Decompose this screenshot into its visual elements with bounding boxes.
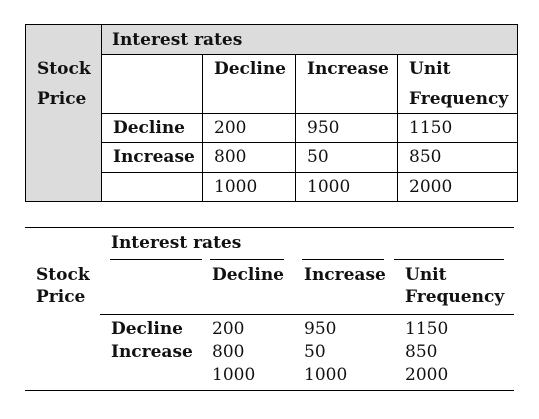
cell: 850 [405, 342, 438, 362]
header-shading [101, 25, 517, 54]
vline [295, 54, 296, 202]
top-rule [25, 227, 514, 228]
cmid-rule [210, 259, 284, 260]
row-label: Decline [113, 118, 186, 138]
border-bottom [25, 201, 518, 202]
cell: 1150 [405, 319, 449, 339]
mid-rule [100, 314, 514, 315]
stub-shading [26, 25, 101, 201]
column-header-increase: Increase [304, 265, 386, 285]
grid-table: Stock Price Interest rates Decline Incre… [25, 24, 518, 202]
cell: 1000 [214, 177, 258, 197]
column-header-increase: Increase [307, 59, 389, 79]
column-header-frequency: Frequency [409, 89, 509, 109]
column-header-unit: Unit [409, 59, 451, 79]
row-label: Increase [111, 342, 193, 362]
cell: 800 [212, 342, 245, 362]
row-label: Increase [113, 147, 195, 167]
column-header-decline: Decline [212, 265, 285, 285]
hline [101, 113, 518, 114]
vline [202, 54, 203, 202]
cell: 1000 [307, 177, 351, 197]
stub-label-line2: Price [37, 89, 87, 109]
stub-label-line2: Price [36, 287, 86, 307]
stub-label-line1: Stock [37, 59, 91, 79]
cell: 50 [304, 342, 326, 362]
group-header: Interest rates [111, 233, 242, 253]
cell: 1150 [409, 118, 453, 138]
column-header-frequency: Frequency [405, 287, 505, 307]
column-header-decline: Decline [214, 59, 287, 79]
column-header-unit: Unit [405, 265, 447, 285]
cell: 200 [214, 118, 247, 138]
hline [101, 54, 518, 55]
stub-label-line1: Stock [36, 265, 90, 285]
cell: 1000 [304, 365, 348, 385]
cell: 2000 [405, 365, 449, 385]
vline [101, 24, 102, 202]
cell: 2000 [409, 177, 453, 197]
cell: 850 [409, 147, 442, 167]
group-header: Interest rates [112, 30, 243, 50]
hline [101, 142, 518, 143]
cell: 800 [214, 147, 247, 167]
cell: 200 [212, 319, 245, 339]
row-label: Decline [111, 319, 184, 339]
cell: 50 [307, 147, 329, 167]
cmid-rule [110, 259, 202, 260]
cell: 950 [307, 118, 340, 138]
cmid-rule [394, 259, 504, 260]
border-left [25, 24, 26, 202]
bottom-rule [25, 390, 514, 391]
cmid-rule [302, 259, 384, 260]
border-top [25, 24, 518, 25]
cell: 1000 [212, 365, 256, 385]
hline [101, 172, 518, 173]
vline [397, 54, 398, 202]
cell: 950 [304, 319, 337, 339]
